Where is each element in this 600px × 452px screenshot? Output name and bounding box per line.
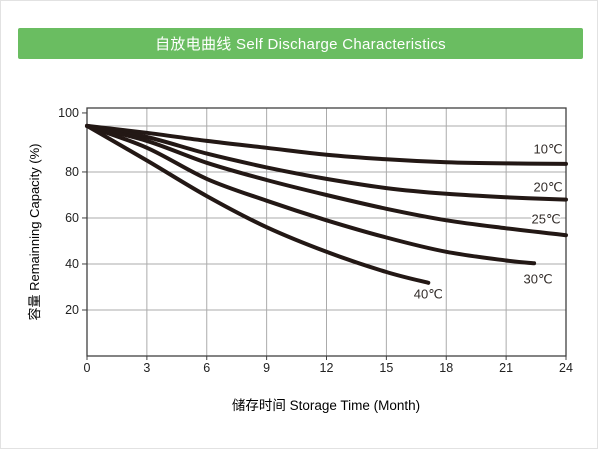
chart-title-bar: 自放电曲线 Self Discharge Characteristics	[18, 28, 583, 59]
y-tick-label-80: 80	[65, 165, 79, 179]
curve-label-25c: 25℃	[532, 212, 561, 227]
y-tick-label-20: 20	[65, 303, 79, 317]
curve-30c	[85, 123, 537, 266]
x-tick-label-15: 15	[379, 361, 393, 375]
curve-40c	[85, 123, 431, 285]
curve-25c	[85, 123, 568, 238]
x-tick-label-24: 24	[559, 361, 573, 375]
x-tick-label-12: 12	[320, 361, 334, 375]
y-axis-label: 容量 Remainning Capacity (%)	[27, 143, 42, 320]
curve-label-40c: 40℃	[414, 286, 443, 301]
curve-label-10c: 10℃	[534, 141, 563, 156]
curve-label-30c: 30℃	[524, 271, 553, 286]
y-tick-label-60: 60	[65, 211, 79, 225]
x-tick-label-6: 6	[203, 361, 210, 375]
curve-20c	[85, 123, 568, 202]
x-tick-label-21: 21	[499, 361, 513, 375]
curve-10c	[85, 123, 568, 166]
x-tick-label-3: 3	[143, 361, 150, 375]
x-axis-label: 储存时间 Storage Time (Month)	[232, 398, 420, 413]
curve-label-20c: 20℃	[534, 179, 563, 194]
chart-title: 自放电曲线 Self Discharge Characteristics	[155, 36, 446, 53]
x-tick-label-9: 9	[263, 361, 270, 375]
y-tick-label-40: 40	[65, 257, 79, 271]
y-tick-label-100: 100	[58, 106, 79, 120]
x-tick-label-0: 0	[84, 361, 91, 375]
x-tick-label-18: 18	[439, 361, 453, 375]
